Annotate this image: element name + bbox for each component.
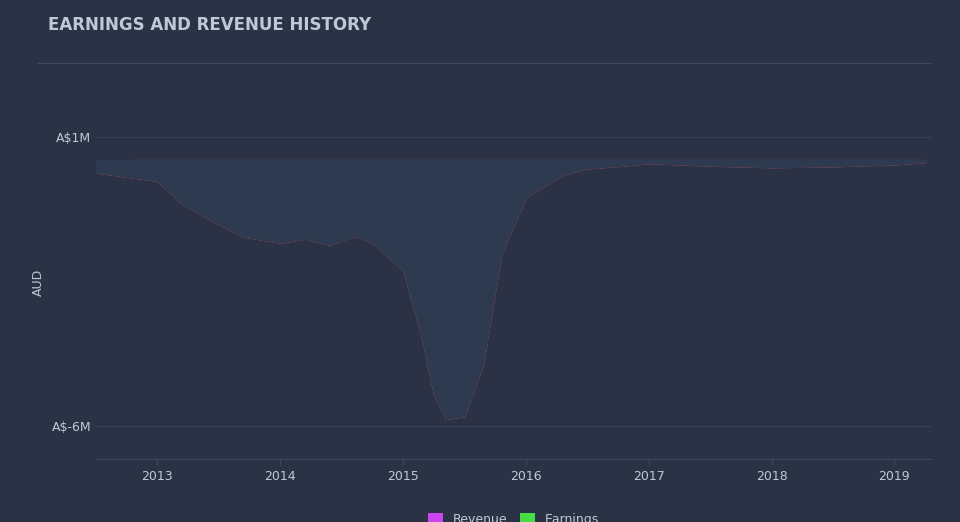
Y-axis label: AUD: AUD xyxy=(32,268,44,295)
Text: EARNINGS AND REVENUE HISTORY: EARNINGS AND REVENUE HISTORY xyxy=(48,16,372,33)
Legend: Revenue, Earnings: Revenue, Earnings xyxy=(423,508,604,522)
